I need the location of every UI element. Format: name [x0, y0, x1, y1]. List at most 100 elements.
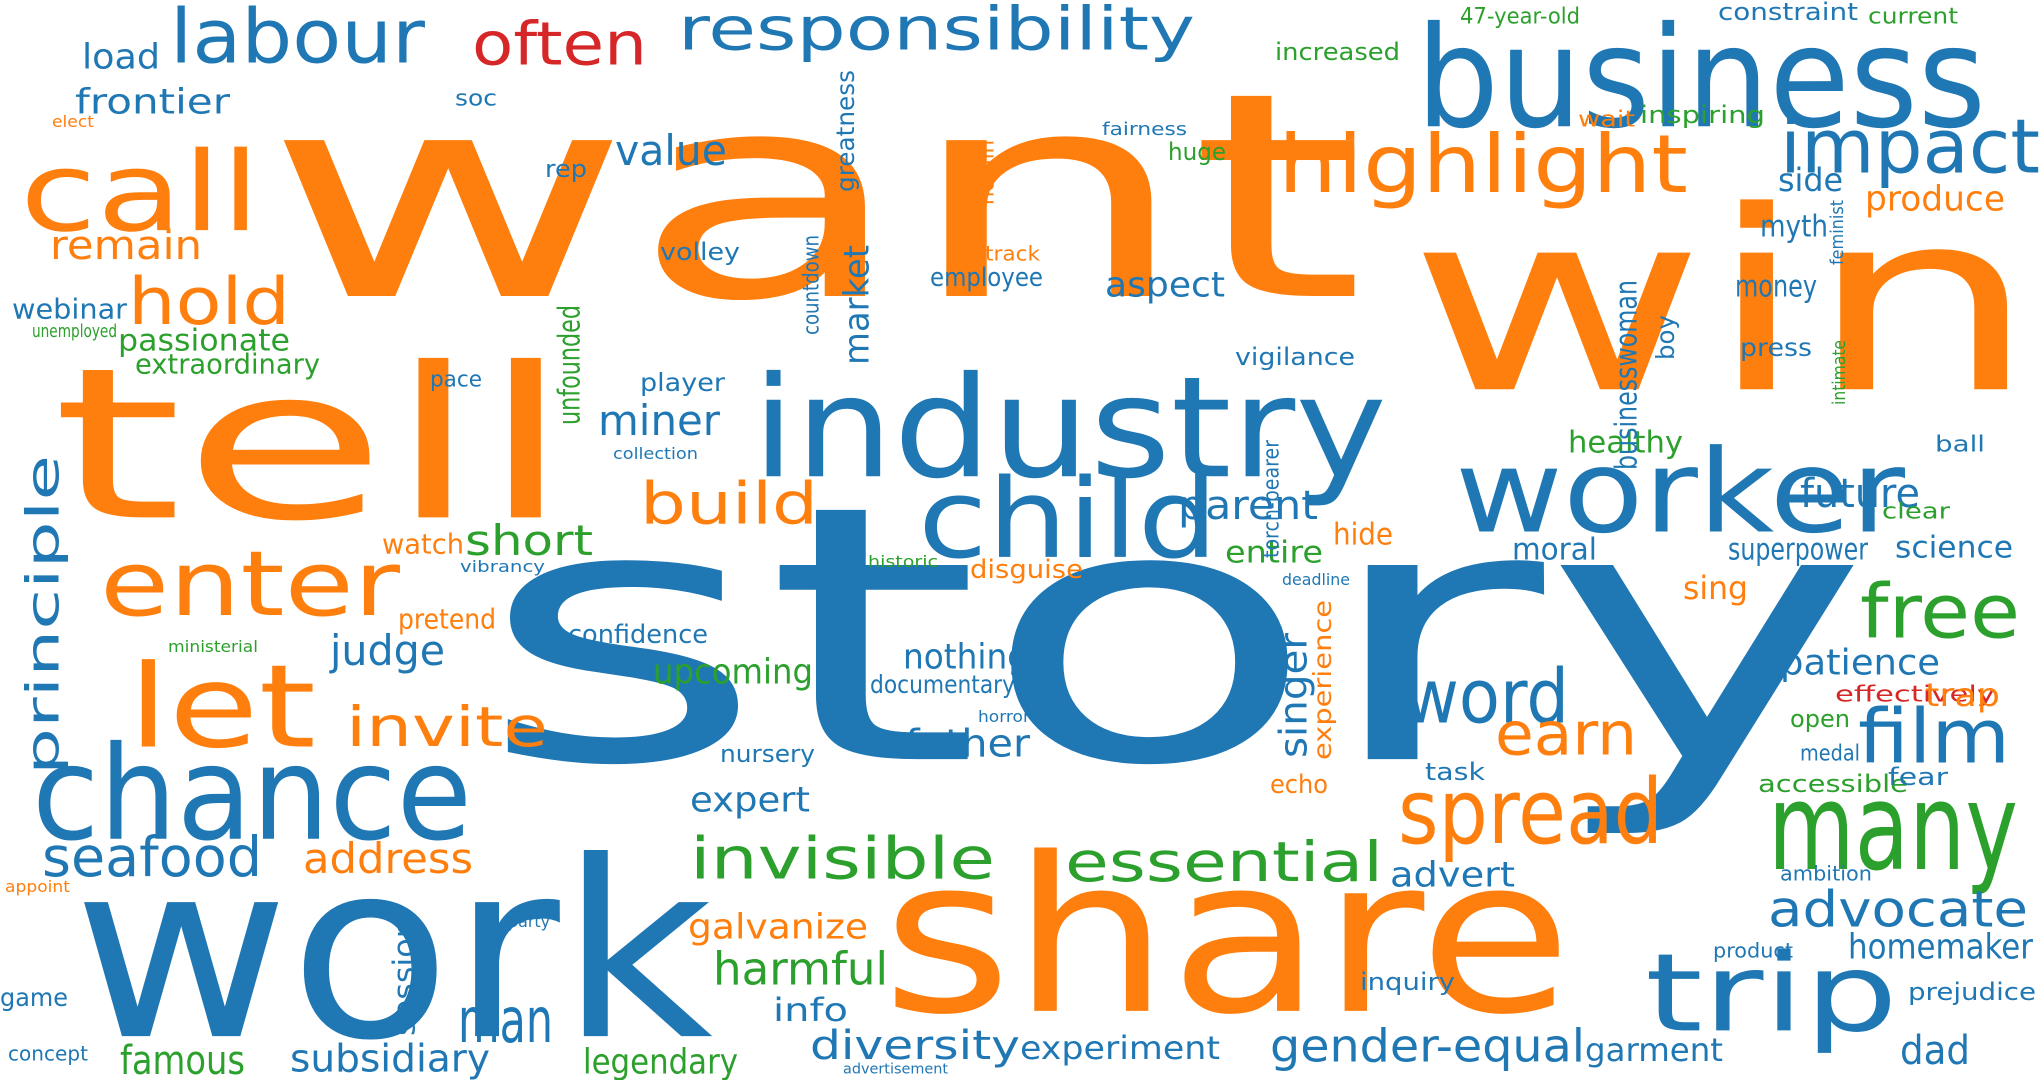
word-word: word: [1404, 653, 1569, 741]
word-greatness: greatness: [830, 70, 860, 192]
word-info: info: [773, 991, 848, 1029]
word-share: share: [882, 811, 1572, 1063]
word-experiment: experiment: [1020, 1029, 1220, 1067]
word-miner: miner: [598, 396, 720, 446]
word-win: win: [1408, 157, 2038, 449]
word-task: task: [1425, 757, 1485, 787]
word-intimate: intimate: [1828, 340, 1850, 405]
word-elect: elect: [52, 113, 94, 132]
word-essential: essential: [1065, 829, 1383, 895]
word-accessible: accessible: [1758, 769, 1908, 799]
word-hold: hold: [128, 263, 290, 340]
word-boy: boy: [1650, 315, 1680, 360]
word-fairness: fairness: [1102, 118, 1187, 140]
word-ball: ball: [1935, 431, 1985, 457]
word-address: address: [303, 834, 473, 884]
word-concept: concept: [8, 1043, 88, 1066]
word-extraordinary: extraordinary: [135, 347, 320, 381]
word-principle: principle: [17, 455, 70, 775]
word-industry: industry: [752, 346, 1387, 510]
word-legendary: legendary: [583, 1042, 738, 1080]
word-dad: dad: [1900, 1026, 1970, 1074]
word-advert: advert: [1390, 855, 1515, 896]
word-businesswoman: businesswoman: [1609, 280, 1645, 470]
word-passionate: passionate: [118, 323, 290, 359]
word-torch-bearer: torch-bearer: [1258, 440, 1284, 558]
word-session: session: [387, 918, 423, 1036]
word-harmful: harmful: [713, 943, 888, 996]
word-current: current: [1868, 3, 1958, 29]
word-deadline: deadline: [1282, 571, 1350, 590]
word-invisible: invisible: [690, 824, 995, 893]
word-worker: worker: [1455, 425, 1905, 560]
word-press: press: [1740, 332, 1812, 362]
word-employee: employee: [930, 262, 1043, 293]
word-disguise: disguise: [970, 554, 1083, 585]
word-short: short: [465, 516, 593, 566]
word-unemployed: unemployed: [32, 320, 117, 342]
word-diversity: diversity: [810, 1021, 1020, 1069]
word-open: open: [1790, 704, 1850, 734]
word-pretend: pretend: [398, 602, 496, 636]
word-documentary: documentary: [870, 669, 1015, 699]
word-judge: judge: [330, 626, 445, 676]
word-tell: tell: [52, 322, 572, 567]
word-vigilance: vigilance: [1235, 342, 1355, 372]
word-build: build: [640, 469, 818, 538]
word-unfounded: unfounded: [552, 305, 588, 425]
word-seafood: seafood: [42, 824, 262, 890]
word-47-year-old: 47-year-old: [1460, 3, 1580, 29]
word-nursery: nursery: [720, 739, 815, 769]
word-upcoming: upcoming: [653, 652, 813, 693]
word-story: story: [478, 430, 1870, 844]
word-experience: experience: [1307, 600, 1337, 760]
word-huge: huge: [1168, 137, 1226, 167]
word-inquiry: inquiry: [1360, 967, 1455, 997]
word-ministerial: ministerial: [168, 638, 258, 657]
word-advocate: advocate: [1768, 880, 2028, 939]
word-nothing: nothing: [903, 637, 1028, 678]
word-fear: fear: [1888, 762, 1948, 792]
word-remain: remain: [50, 221, 202, 269]
word-free: free: [1860, 568, 2020, 656]
word-track: track: [985, 243, 1040, 266]
word-gender-equal: gender-equal: [1270, 1020, 1585, 1073]
word-healthy: healthy: [1568, 425, 1683, 461]
word-spread: spread: [1398, 760, 1663, 865]
word-constraint: constraint: [1718, 0, 1858, 27]
word-party: party: [508, 913, 550, 932]
word-science: science: [1895, 530, 2013, 566]
word-future: future: [1800, 469, 1920, 517]
word-patience: patience: [1780, 641, 1940, 684]
word-collection: collection: [613, 445, 698, 464]
word-watch: watch: [382, 527, 464, 561]
word-want: want: [265, 32, 1365, 364]
word-ambition: ambition: [1780, 863, 1872, 886]
word-chance: chance: [32, 718, 472, 870]
word-load: load: [82, 37, 160, 78]
word-side: side: [1778, 161, 1843, 199]
word-call: call: [20, 128, 260, 257]
word-invite: invite: [346, 694, 548, 760]
word-confidence: confidence: [568, 619, 708, 650]
word-game: game: [0, 982, 68, 1012]
word-let: let: [128, 640, 316, 775]
word-man: man: [458, 984, 553, 1057]
word-money: money: [1735, 269, 1817, 305]
word-child: child: [918, 455, 1218, 584]
word-impact: impact: [1780, 103, 2040, 191]
word-labour: labour: [170, 0, 425, 81]
word-work: work: [73, 809, 713, 1080]
word-subsidiary: subsidiary: [290, 1036, 490, 1080]
word-trip: trip: [1645, 931, 1898, 1057]
word-pace: pace: [430, 366, 482, 392]
word-echo: echo: [1270, 769, 1328, 800]
word-garment: garment: [1585, 1031, 1723, 1069]
word-enter: enter: [100, 532, 400, 637]
word-medal: medal: [1800, 740, 1860, 766]
word-rep: rep: [545, 154, 587, 184]
word-film: film: [1858, 693, 2010, 781]
word-prejudice: prejudice: [1908, 977, 2036, 1007]
word-many: many: [1768, 757, 2018, 898]
